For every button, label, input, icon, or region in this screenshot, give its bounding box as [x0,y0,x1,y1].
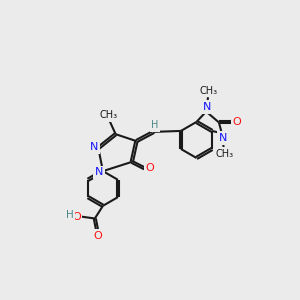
Text: N: N [94,167,103,177]
Text: H: H [151,120,159,130]
Text: CH₃: CH₃ [100,110,118,120]
Text: O: O [232,117,241,128]
Text: H: H [66,211,73,220]
Text: O: O [94,231,102,241]
Text: O: O [145,164,154,173]
Text: CH₃: CH₃ [215,149,233,159]
Text: N: N [89,142,98,152]
Text: N: N [219,133,227,143]
Text: CH₃: CH₃ [200,86,217,96]
Text: N: N [203,102,212,112]
Text: O: O [72,212,81,222]
